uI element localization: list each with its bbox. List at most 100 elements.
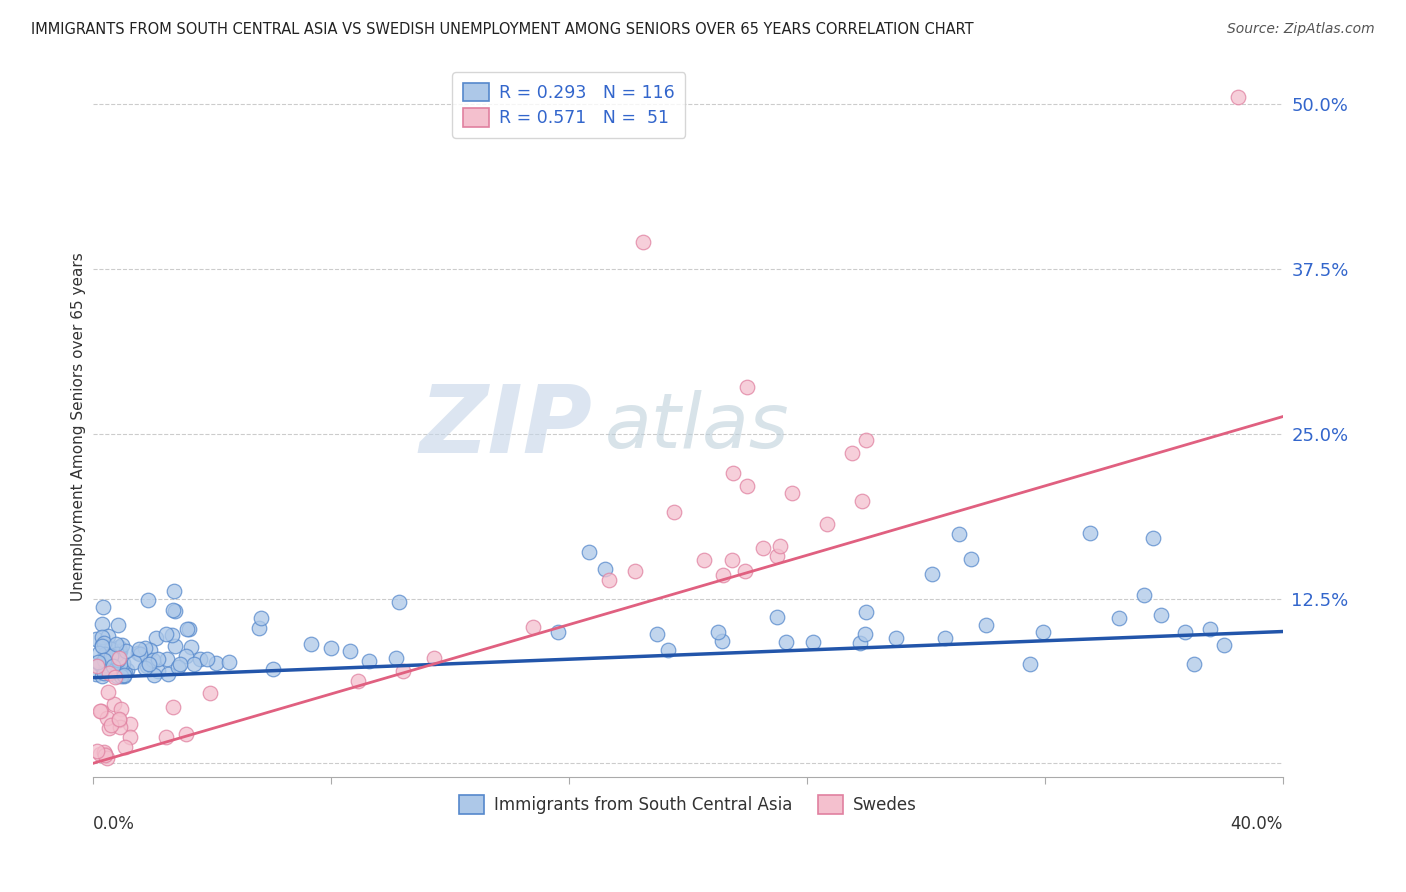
Point xyxy=(815,517,838,532)
Point xyxy=(90,638,112,652)
Point xyxy=(163,583,186,598)
Point xyxy=(100,658,122,673)
Point xyxy=(93,748,115,763)
Point xyxy=(174,727,197,741)
Point xyxy=(768,539,790,553)
Point xyxy=(176,622,198,636)
Point xyxy=(657,642,679,657)
Point xyxy=(110,644,132,658)
Point xyxy=(547,625,569,640)
Point xyxy=(155,731,177,745)
Point xyxy=(105,647,128,661)
Point xyxy=(169,657,191,672)
Text: 0.0%: 0.0% xyxy=(93,815,135,833)
Point xyxy=(90,630,112,644)
Point xyxy=(97,721,120,735)
Point xyxy=(180,640,202,654)
Point xyxy=(1212,638,1234,652)
Point xyxy=(90,669,112,683)
Point xyxy=(98,666,121,681)
Point xyxy=(110,702,132,716)
Point xyxy=(108,720,131,734)
Point xyxy=(134,661,156,675)
Point xyxy=(165,604,187,618)
Point xyxy=(1078,525,1101,540)
Point xyxy=(262,662,284,676)
Point xyxy=(96,711,118,725)
Point xyxy=(115,663,138,677)
Point xyxy=(148,665,170,679)
Point xyxy=(100,648,122,663)
Point xyxy=(96,751,118,765)
Point xyxy=(693,553,716,567)
Point xyxy=(108,657,131,671)
Point xyxy=(162,627,184,641)
Point xyxy=(174,649,197,664)
Point xyxy=(107,653,129,667)
Legend: Immigrants from South Central Asia, Swedes: Immigrants from South Central Asia, Swed… xyxy=(453,789,924,821)
Point xyxy=(934,632,956,646)
Point xyxy=(188,652,211,666)
Text: atlas: atlas xyxy=(605,390,789,464)
Point xyxy=(107,617,129,632)
Point xyxy=(105,637,128,651)
Point xyxy=(721,466,744,480)
Point xyxy=(1108,611,1130,625)
Point xyxy=(148,651,170,665)
Point xyxy=(205,656,228,670)
Point xyxy=(299,637,322,651)
Point xyxy=(775,635,797,649)
Point xyxy=(114,739,136,754)
Point xyxy=(522,620,544,634)
Point xyxy=(108,643,131,657)
Point xyxy=(107,713,129,727)
Point xyxy=(103,697,125,711)
Point xyxy=(100,648,122,663)
Point xyxy=(195,651,218,665)
Text: Source: ZipAtlas.com: Source: ZipAtlas.com xyxy=(1227,22,1375,37)
Point xyxy=(183,657,205,672)
Point xyxy=(849,636,872,650)
Point xyxy=(114,665,136,680)
Point xyxy=(100,665,122,679)
Point xyxy=(167,660,190,674)
Point xyxy=(706,624,728,639)
Point xyxy=(711,567,734,582)
Point xyxy=(93,746,115,760)
Point xyxy=(841,446,863,460)
Point xyxy=(1227,90,1250,104)
Point xyxy=(385,651,408,665)
Point xyxy=(97,629,120,643)
Point xyxy=(111,656,134,670)
Point xyxy=(94,747,117,762)
Text: 40.0%: 40.0% xyxy=(1230,815,1284,833)
Point xyxy=(110,669,132,683)
Point xyxy=(1182,657,1205,672)
Point xyxy=(319,641,342,656)
Point xyxy=(737,380,759,394)
Point xyxy=(156,652,179,666)
Point xyxy=(84,632,107,647)
Point xyxy=(120,730,142,744)
Point xyxy=(98,666,121,681)
Y-axis label: Unemployment Among Seniors over 65 years: Unemployment Among Seniors over 65 years xyxy=(72,252,86,601)
Point xyxy=(93,600,115,615)
Point xyxy=(1199,623,1222,637)
Point xyxy=(90,704,112,718)
Point xyxy=(645,627,668,641)
Point xyxy=(921,567,943,582)
Point xyxy=(710,634,733,648)
Point xyxy=(86,744,108,758)
Point xyxy=(108,712,131,726)
Point xyxy=(87,646,110,660)
Point xyxy=(423,650,446,665)
Point xyxy=(91,617,114,632)
Point xyxy=(752,541,775,555)
Point xyxy=(84,666,107,681)
Point xyxy=(100,717,122,731)
Point xyxy=(801,635,824,649)
Point xyxy=(720,553,742,567)
Point xyxy=(89,747,111,762)
Point xyxy=(177,623,200,637)
Point xyxy=(157,667,180,681)
